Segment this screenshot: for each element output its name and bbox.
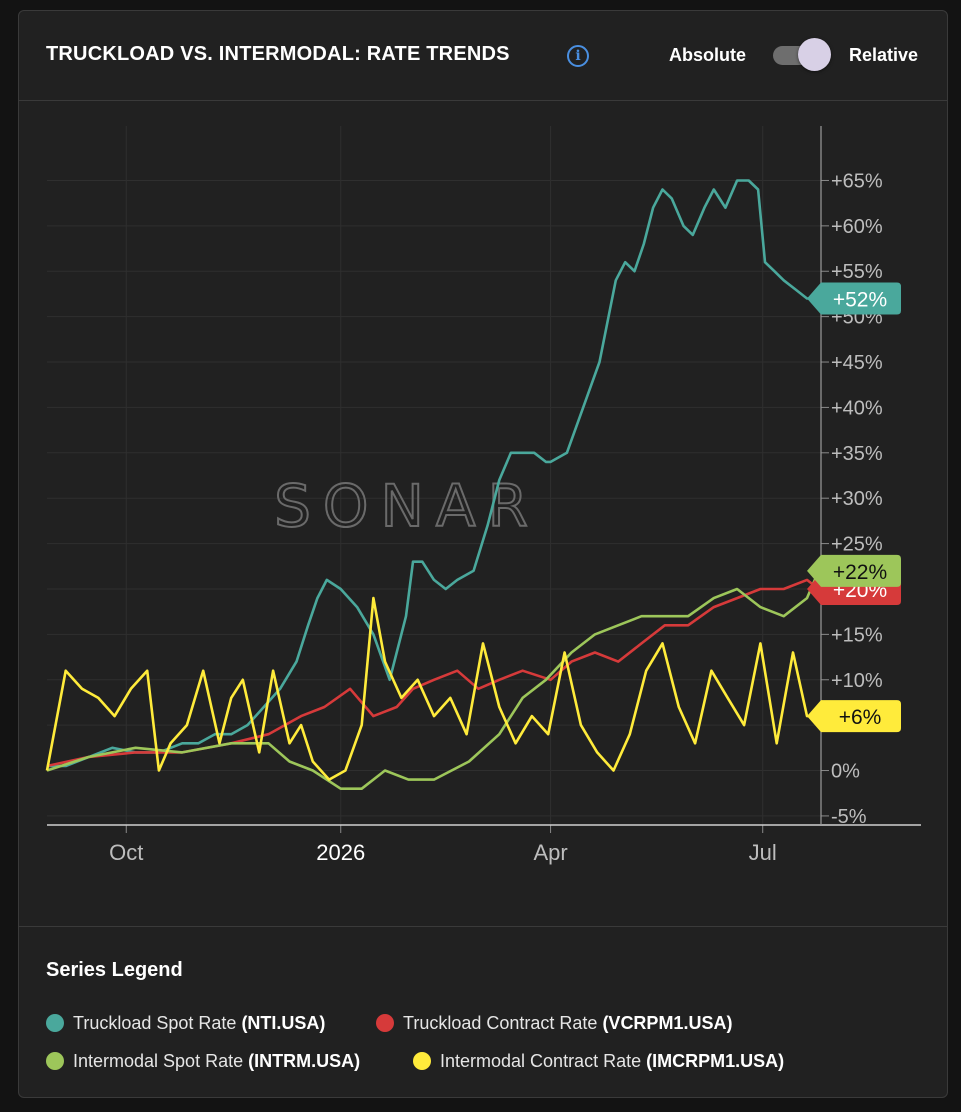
legend-item-truckload-spot[interactable]: Truckload Spot Rate (NTI.USA) bbox=[46, 1013, 325, 1034]
end-label-text-2: +22% bbox=[833, 561, 887, 584]
legend-code: (INTRM.USA) bbox=[248, 1051, 360, 1071]
x-tick-label: 2026 bbox=[316, 840, 365, 865]
y-tick-label: +55% bbox=[831, 261, 883, 283]
legend-dot-icon bbox=[413, 1052, 431, 1070]
y-tick-label: +65% bbox=[831, 170, 883, 192]
legend-label: Truckload Contract Rate bbox=[403, 1013, 597, 1033]
y-tick-label: +25% bbox=[831, 534, 883, 556]
y-tick-label: +60% bbox=[831, 216, 883, 238]
legend-code: (NTI.USA) bbox=[241, 1013, 325, 1033]
end-label-text-3: +6% bbox=[839, 706, 882, 729]
legend-item-intermodal-spot[interactable]: Intermodal Spot Rate (INTRM.USA) bbox=[46, 1051, 360, 1072]
legend-item-truckload-contract[interactable]: Truckload Contract Rate (VCRPM1.USA) bbox=[376, 1013, 732, 1034]
legend-dot-icon bbox=[46, 1014, 64, 1032]
chart-card: TRUCKLOAD VS. INTERMODAL: RATE TRENDS i … bbox=[18, 10, 948, 1098]
series-line-1 bbox=[47, 580, 819, 766]
y-tick-label: +10% bbox=[831, 670, 883, 692]
legend-dot-icon bbox=[46, 1052, 64, 1070]
x-tick-label: Apr bbox=[533, 840, 567, 865]
legend-dot-icon bbox=[376, 1014, 394, 1032]
line-chart: SONAR -5%0%+5%+10%+15%+20%+25%+30%+35%+4… bbox=[19, 11, 948, 926]
legend-title: Series Legend bbox=[46, 959, 183, 982]
legend-label: Truckload Spot Rate bbox=[73, 1013, 236, 1033]
legend-item-intermodal-contract[interactable]: Intermodal Contract Rate (IMCRPM1.USA) bbox=[413, 1051, 784, 1072]
y-tick-label: +30% bbox=[831, 488, 883, 510]
y-tick-label: 0% bbox=[831, 761, 860, 783]
legend-code: (IMCRPM1.USA) bbox=[646, 1051, 784, 1071]
legend-label: Intermodal Spot Rate bbox=[73, 1051, 243, 1071]
series-legend: Series Legend Truckload Spot Rate (NTI.U… bbox=[19, 926, 947, 1098]
x-tick-label: Oct bbox=[109, 840, 143, 865]
y-tick-label: +15% bbox=[831, 624, 883, 646]
legend-code: (VCRPM1.USA) bbox=[602, 1013, 732, 1033]
y-tick-label: +40% bbox=[831, 397, 883, 419]
y-tick-label: +35% bbox=[831, 443, 883, 465]
y-tick-label: +45% bbox=[831, 352, 883, 374]
end-label-text-0: +52% bbox=[833, 288, 887, 311]
x-tick-label: Jul bbox=[749, 840, 777, 865]
legend-label: Intermodal Contract Rate bbox=[440, 1051, 641, 1071]
